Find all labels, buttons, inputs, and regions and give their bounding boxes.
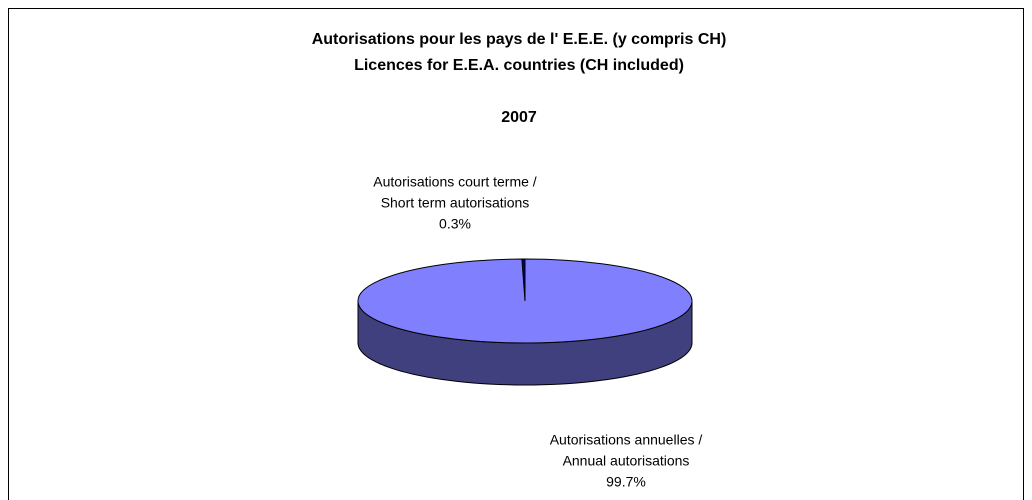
slice-label: Autorisations court terme / xyxy=(373,174,537,190)
value-label: 0.3% xyxy=(439,216,471,232)
chart-title: Autorisations pour les pays de l' E.E.E.… xyxy=(312,31,727,48)
value-label: 99.7% xyxy=(606,474,646,490)
pie-slice xyxy=(357,258,693,344)
slice-label: Autorisations annuelles / xyxy=(550,432,703,448)
slice-label: Short term autorisations xyxy=(381,195,530,211)
slice-label: Annual autorisations xyxy=(563,453,690,469)
chart-title: Licences for E.E.A. countries (CH includ… xyxy=(354,57,684,74)
chart-frame xyxy=(8,8,1024,500)
chart-subtitle: 2007 xyxy=(501,109,537,126)
